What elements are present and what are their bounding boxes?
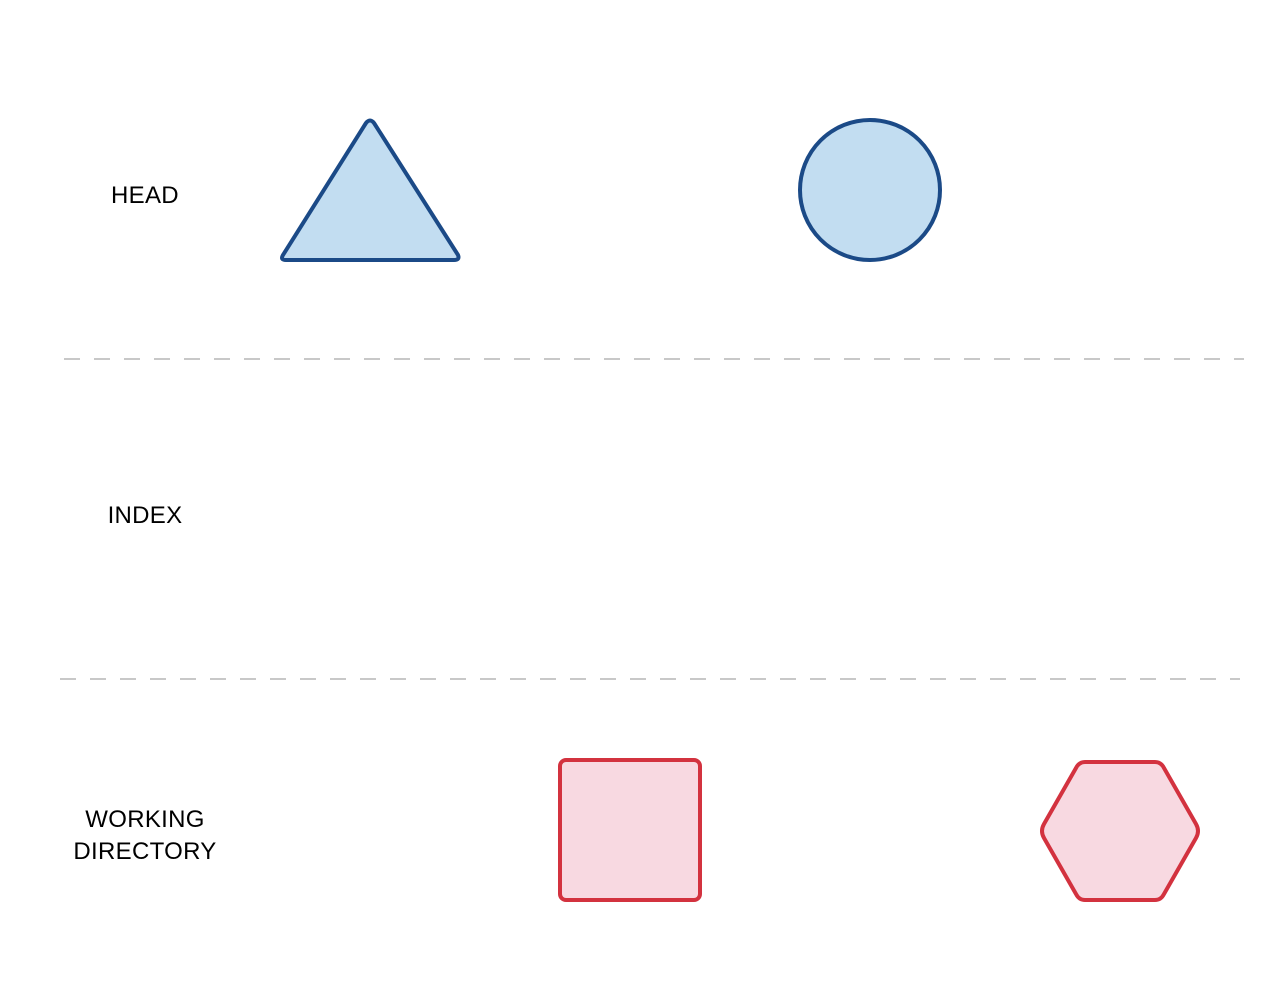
row-label-index: INDEX	[107, 502, 183, 529]
square-shape	[558, 758, 702, 902]
row-label-working-directory-line1: WORKING	[85, 806, 205, 833]
row-label-working-directory-line2: DIRECTORY	[73, 838, 217, 865]
row-label-working-directory: WORKING DIRECTORY	[35, 804, 255, 868]
triangle-shape	[280, 118, 461, 262]
hexagon-shape	[1040, 760, 1200, 902]
row-label-head: HEAD	[111, 182, 179, 209]
circle-shape	[798, 118, 942, 262]
